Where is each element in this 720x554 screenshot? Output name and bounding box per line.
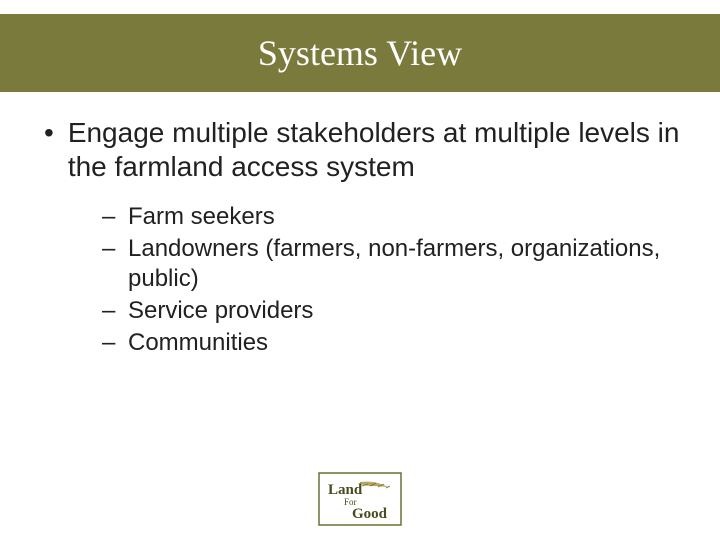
bullet-dot-icon: • (44, 116, 54, 150)
sub-item-text: Service providers (128, 296, 313, 326)
title-bar: Systems View (0, 14, 720, 92)
sub-item: – Landowners (farmers, non-farmers, orga… (102, 234, 680, 294)
logo-text-land: Land (328, 482, 363, 498)
slide-title: Systems View (258, 32, 462, 74)
sub-item: – Farm seekers (102, 202, 680, 232)
sub-item-text: Landowners (farmers, non-farmers, organi… (128, 234, 680, 294)
sub-bullet-list: – Farm seekers – Landowners (farmers, no… (102, 202, 680, 358)
dash-icon: – (102, 328, 118, 358)
slide-content: • Engage multiple stakeholders at multip… (0, 92, 720, 358)
main-bullet: • Engage multiple stakeholders at multip… (40, 116, 680, 184)
sub-item: – Communities (102, 328, 680, 358)
dash-icon: – (102, 234, 118, 264)
dash-icon: – (102, 296, 118, 326)
dash-icon: – (102, 202, 118, 232)
sub-item-text: Communities (128, 328, 268, 358)
land-for-good-logo: Land For Good (318, 472, 402, 526)
sub-item-text: Farm seekers (128, 202, 275, 232)
sub-item: – Service providers (102, 296, 680, 326)
logo-text-good: Good (352, 506, 388, 522)
main-bullet-text: Engage multiple stakeholders at multiple… (68, 116, 680, 184)
